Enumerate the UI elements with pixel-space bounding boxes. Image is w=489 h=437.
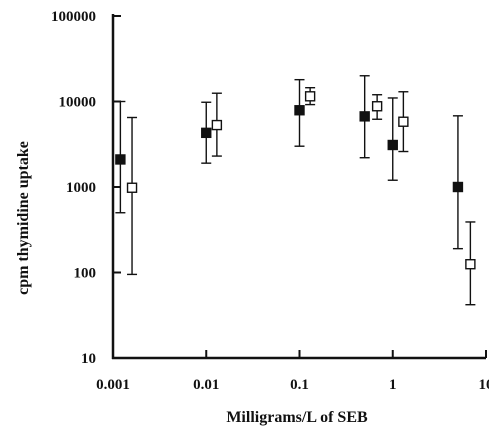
data-point-filled xyxy=(294,105,305,116)
data-point-open xyxy=(211,119,223,131)
y-tick-label: 100000 xyxy=(51,9,96,25)
y-tick-label: 10 xyxy=(81,351,96,367)
data-marks xyxy=(115,75,476,306)
data-point-filled xyxy=(115,154,126,165)
y-tick-label: 100 xyxy=(74,266,97,282)
x-tick-label: 1 xyxy=(389,377,397,393)
y-tick-label: 10000 xyxy=(59,95,97,111)
data-point-open xyxy=(126,182,138,193)
x-tick-label: 0.01 xyxy=(193,377,219,393)
y-axis-ticks: 10 100 1000 10000 100000 xyxy=(51,9,121,367)
data-point-filled xyxy=(452,181,464,193)
y-tick-label: 1000 xyxy=(66,180,96,196)
x-tick-label: 10 xyxy=(479,377,489,393)
data-point-open xyxy=(304,91,316,102)
data-point-filled xyxy=(359,111,370,122)
x-axis-title: Milligrams/L of SEB xyxy=(226,409,368,426)
data-point-filled xyxy=(387,139,398,151)
x-tick-label: 0.1 xyxy=(290,377,309,393)
x-axis-ticks: 0.001 0.01 0.1 1 10 xyxy=(96,350,489,393)
data-point-open xyxy=(398,116,409,127)
data-point-filled xyxy=(201,127,212,139)
x-tick-label: 0.001 xyxy=(96,377,130,393)
y-axis-title: cpm thymidine uptake xyxy=(15,141,32,295)
data-point-open xyxy=(371,101,383,112)
data-point-open xyxy=(465,259,476,270)
